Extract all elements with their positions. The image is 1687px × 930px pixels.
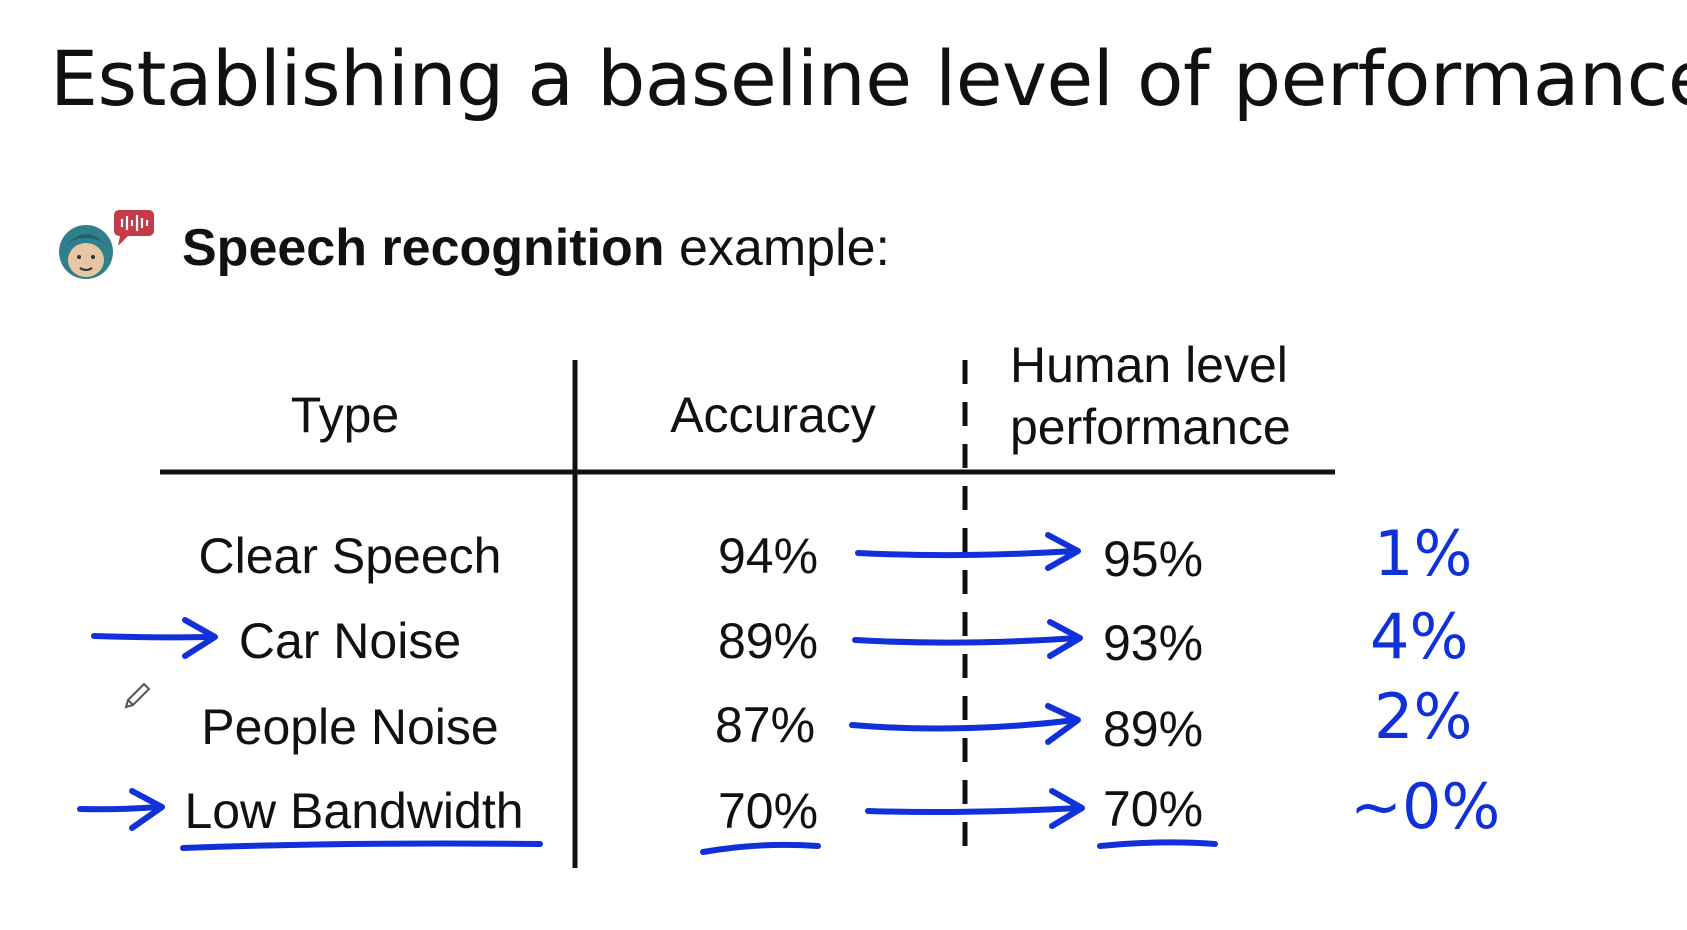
row-4-gap-annotation: ~0%	[1350, 770, 1501, 843]
row-4-accuracy: 70%	[717, 783, 819, 839]
row-2-accuracy: 89%	[717, 613, 819, 669]
row-4-human: 70%	[1102, 781, 1204, 837]
header-human-level: Human level performance	[1010, 334, 1291, 458]
row-3-gap-annotation: 2%	[1374, 680, 1473, 753]
row-3-accuracy: 87%	[714, 697, 816, 753]
row-1-gap-annotation: 1%	[1374, 517, 1473, 590]
row-3-type: People Noise	[201, 699, 499, 755]
row-1-type: Clear Speech	[198, 528, 502, 584]
subtitle: Speech recognition example:	[182, 218, 890, 278]
header-accuracy: Accuracy	[670, 387, 876, 443]
subtitle-rest: example:	[664, 219, 890, 277]
slide-title: Establishing a baseline level of perform…	[50, 34, 1687, 123]
header-human-line2: performance	[1010, 399, 1291, 455]
speech-recognition-avatar-icon	[59, 210, 154, 279]
header-human-line1: Human level	[1010, 337, 1288, 393]
header-type: Type	[290, 387, 400, 443]
row-2-gap-annotation: 4%	[1370, 600, 1469, 673]
row-1-accuracy: 94%	[717, 528, 819, 584]
row-3-human: 89%	[1102, 701, 1204, 757]
row-2-type: Car Noise	[238, 613, 462, 669]
subtitle-bold: Speech recognition	[182, 219, 665, 277]
row-4-type: Low Bandwidth	[184, 783, 524, 839]
row-1-human: 95%	[1102, 531, 1204, 587]
row-2-human: 93%	[1102, 615, 1204, 671]
